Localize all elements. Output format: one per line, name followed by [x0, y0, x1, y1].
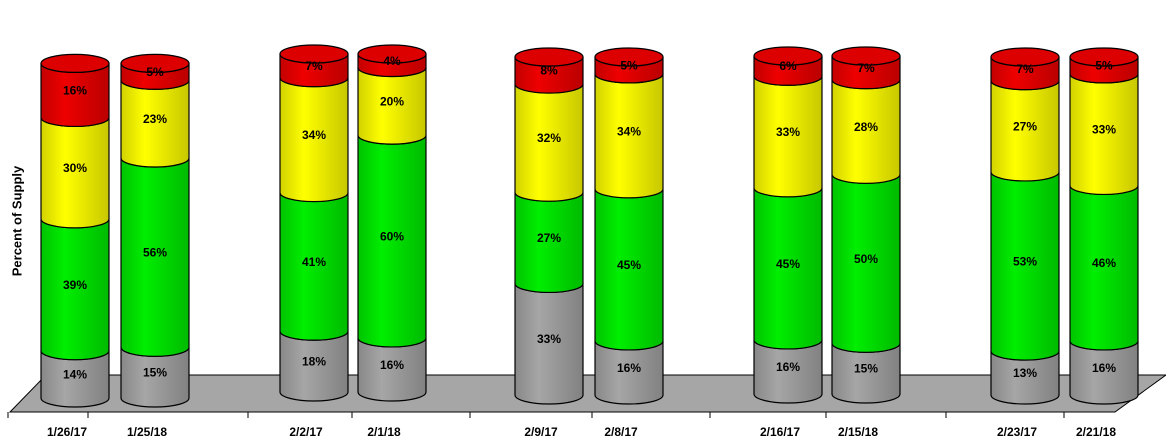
cylinder-2/23/17: 13% 53% 27% 7% — [990, 47, 1060, 405]
data-label: 60% — [380, 230, 404, 244]
data-label: 15% — [143, 366, 167, 380]
data-label: 33% — [1092, 123, 1116, 137]
data-label: 18% — [302, 355, 326, 369]
data-label: 33% — [537, 332, 561, 346]
data-label: 16% — [1092, 361, 1116, 375]
y-axis-label-wrap: Percent of Supply — [5, 0, 29, 441]
x-tick-label: 2/9/17 — [524, 425, 558, 439]
x-tick-label: 2/8/17 — [604, 425, 638, 439]
data-label: 32% — [537, 131, 561, 145]
cylinder-top-cap — [357, 44, 427, 64]
cylinder-top-cap — [120, 53, 190, 73]
data-label: 50% — [854, 252, 878, 266]
data-label: 56% — [143, 246, 167, 260]
x-tick-label: 2/16/17 — [760, 425, 800, 439]
data-label: 6% — [779, 59, 797, 73]
data-label: 45% — [617, 258, 641, 272]
data-label: 23% — [143, 112, 167, 126]
data-label: 4% — [383, 54, 401, 68]
data-label: 53% — [1013, 254, 1037, 268]
data-label: 45% — [776, 257, 800, 271]
cylinder-2/2/17: 18% 41% 34% 7% — [279, 44, 349, 402]
data-label: 16% — [776, 360, 800, 374]
cylinder-top-cap — [990, 47, 1060, 67]
x-tick-label: 2/21/18 — [1076, 425, 1116, 439]
data-label: 34% — [617, 124, 641, 138]
data-label: 28% — [854, 120, 878, 134]
data-label: 15% — [854, 362, 878, 376]
data-label: 16% — [63, 83, 87, 97]
data-label: 5% — [146, 65, 164, 79]
x-tick-label: 1/26/17 — [47, 425, 87, 439]
cylinder-2/9/17: 33% 27% 32% 8% — [514, 47, 584, 405]
cylinder-top-cap — [40, 53, 110, 73]
cylinder-top-cap — [1069, 47, 1139, 67]
x-tick-label: 2/1/18 — [367, 425, 401, 439]
cylinder-2/15/18: 15% 50% 28% 7% — [831, 46, 901, 404]
data-label: 5% — [1095, 58, 1113, 72]
cylinder-2/16/17: 16% 45% 33% 6% — [753, 46, 823, 404]
cylinder-1/25/18: 15% 56% 23% 5% — [120, 53, 190, 408]
cylinder-2/8/17: 16% 45% 34% 5% — [594, 47, 664, 405]
y-axis-label: Percent of Supply — [9, 165, 25, 276]
cylinder-top-cap — [831, 46, 901, 66]
data-label: 30% — [63, 161, 87, 175]
data-label: 46% — [1092, 256, 1116, 270]
data-label: 7% — [305, 59, 323, 73]
cylinder-top-cap — [753, 46, 823, 66]
data-label: 33% — [776, 125, 800, 139]
data-label: 27% — [537, 231, 561, 245]
data-label: 41% — [302, 255, 326, 269]
data-label: 8% — [540, 64, 558, 78]
cylinder-top-cap — [514, 47, 584, 67]
cylinder-2/1/18: 16% 60% 20% 4% — [357, 44, 427, 402]
x-tick-label: 2/2/17 — [289, 425, 323, 439]
data-label: 20% — [380, 94, 404, 108]
data-label: 27% — [1013, 119, 1037, 133]
data-label: 7% — [857, 61, 875, 75]
x-tick-label: 2/15/18 — [838, 425, 878, 439]
cylinder-2/21/18: 16% 46% 33% 5% — [1069, 47, 1139, 405]
data-label: 14% — [63, 367, 87, 381]
data-label: 7% — [1016, 62, 1034, 76]
data-label: 5% — [620, 58, 638, 72]
data-label: 16% — [617, 361, 641, 375]
cylinder-1/26/17: 14% 39% 30% 16% — [40, 53, 110, 408]
data-label: 39% — [63, 278, 87, 292]
data-label: 34% — [302, 128, 326, 142]
x-tick-label: 1/25/18 — [127, 425, 167, 439]
data-label: 13% — [1013, 366, 1037, 380]
x-tick-label: 2/23/17 — [997, 425, 1037, 439]
data-label: 16% — [380, 358, 404, 372]
cylinder-top-cap — [594, 47, 664, 67]
cylinder-top-cap — [279, 44, 349, 64]
